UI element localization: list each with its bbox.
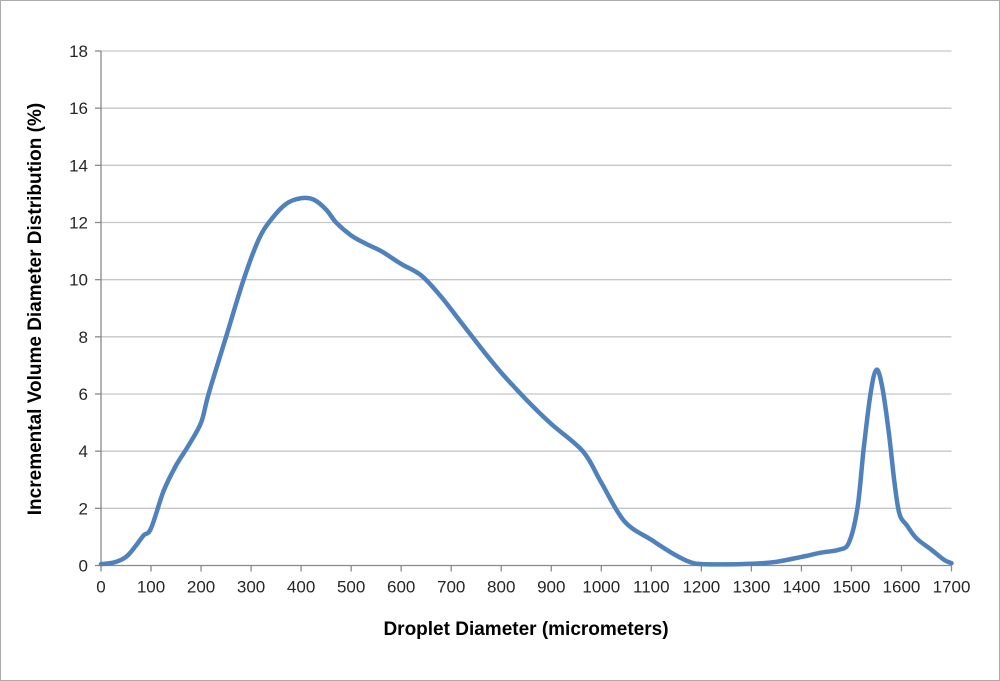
x-tick-label: 1400 bbox=[782, 578, 820, 597]
x-tick-label: 1000 bbox=[582, 578, 620, 597]
x-tick-label: 700 bbox=[437, 578, 465, 597]
y-tick-label: 14 bbox=[69, 156, 88, 175]
distribution-curve bbox=[98, 195, 954, 567]
x-tick-label: 1200 bbox=[682, 578, 720, 597]
x-tick-label: 1500 bbox=[833, 578, 871, 597]
x-tick-label: 0 bbox=[96, 578, 105, 597]
tick-marks bbox=[95, 50, 953, 572]
x-tick-labels: 0 100 200 300 400 500 600 700 800 900 1000 1100 1200… bbox=[96, 578, 970, 597]
x-tick-label: 1300 bbox=[732, 578, 770, 597]
y-tick-label: 12 bbox=[69, 214, 88, 233]
y-tick-label: 16 bbox=[69, 99, 88, 118]
y-tick-label: 8 bbox=[79, 328, 88, 347]
x-tick-label: 400 bbox=[287, 578, 315, 597]
x-tick-label: 600 bbox=[387, 578, 415, 597]
y-tick-label: 2 bbox=[79, 499, 88, 518]
y-tick-label: 10 bbox=[69, 271, 88, 290]
x-tick-label: 1700 bbox=[933, 578, 971, 597]
y-axis-title: Incremental Volume Diameter Distribution… bbox=[25, 103, 46, 515]
x-tick-label: 1600 bbox=[883, 578, 921, 597]
axes bbox=[100, 51, 952, 567]
y-tick-label: 0 bbox=[79, 557, 88, 576]
x-tick-label: 1100 bbox=[633, 578, 670, 597]
x-axis-title: Droplet Diameter (micrometers) bbox=[383, 619, 668, 640]
x-tick-label: 200 bbox=[187, 578, 215, 597]
y-tick-labels: 0 2 4 6 8 10 12 14 16 18 bbox=[69, 42, 88, 576]
x-tick-label: 100 bbox=[137, 578, 165, 597]
x-tick-label: 900 bbox=[537, 578, 565, 597]
x-tick-label: 300 bbox=[237, 578, 265, 597]
x-tick-label: 500 bbox=[337, 578, 365, 597]
y-tick-label: 4 bbox=[79, 442, 88, 461]
data-series bbox=[98, 195, 954, 567]
y-tick-label: 18 bbox=[69, 42, 88, 61]
x-tick-label: 800 bbox=[487, 578, 515, 597]
y-tick-label: 6 bbox=[79, 385, 88, 404]
gridlines bbox=[101, 50, 952, 509]
